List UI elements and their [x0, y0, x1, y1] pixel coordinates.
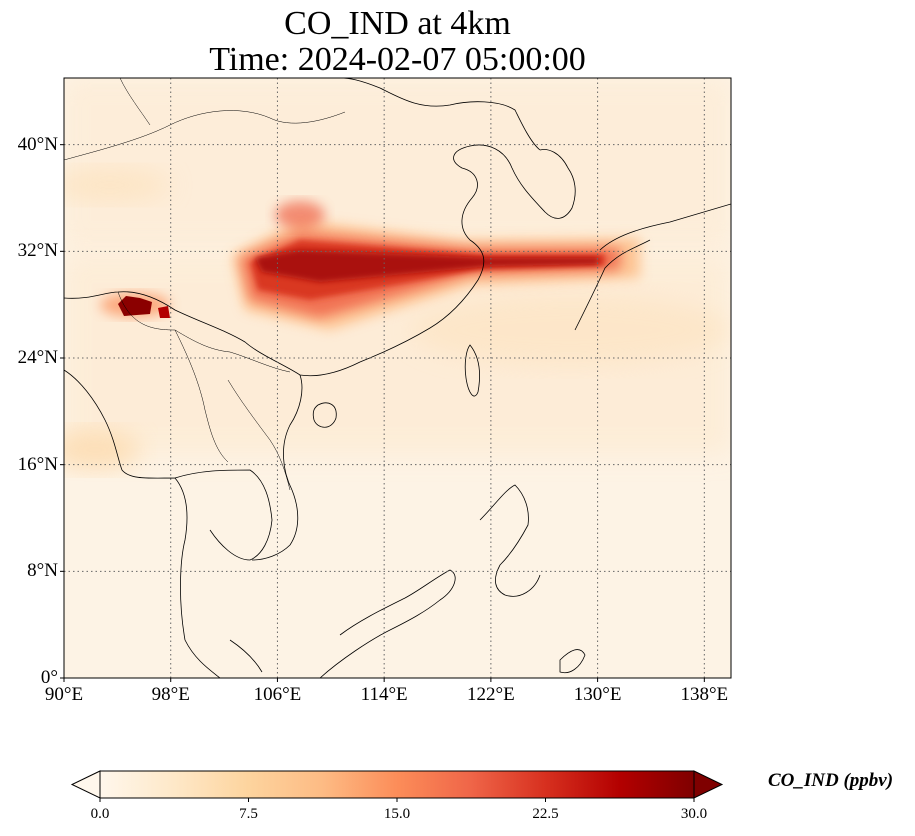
x-tick-label: 138°E: [680, 684, 729, 705]
x-tick-label: 130°E: [573, 684, 622, 705]
colorbar-label: CO_IND (ppbv): [768, 770, 894, 791]
colorbar: [70, 770, 724, 802]
y-tick-label: 32°N: [17, 240, 58, 262]
x-tick-label: 114°E: [360, 684, 408, 705]
y-tick-label: 40°N: [17, 133, 58, 155]
axis-tick-marks: [60, 144, 705, 682]
x-tick-label: 106°E: [253, 684, 302, 705]
x-tick-label: 90°E: [44, 684, 84, 705]
y-tick-label: 24°N: [17, 347, 58, 368]
x-tick-label: 98°E: [151, 684, 190, 705]
colorbar-gradient: [100, 771, 694, 798]
map-title: CO_IND at 4km: [284, 5, 511, 42]
map-subtitle-time: Time: 2024-02-07 05:00:00: [209, 41, 586, 78]
colorbar-tick-label: 0.0: [90, 806, 110, 822]
x-tick-label: 122°E: [467, 684, 515, 705]
y-tick-label: 8°N: [27, 560, 58, 582]
colorbar-extend-max: [693, 770, 724, 799]
colorbar-tick-label: 30.0: [680, 806, 708, 822]
y-tick-label: 0°: [40, 667, 58, 688]
colorbar-tick-label: 7.5: [239, 806, 258, 822]
co-concentration-field: [64, 78, 731, 678]
map-frame: [63, 77, 732, 679]
colorbar-tick-label: 15.0: [383, 806, 411, 822]
colorbar-tick-label: 22.5: [532, 806, 559, 822]
country-borders: [64, 78, 346, 491]
colorbar-extend-min: [70, 770, 101, 799]
y-tick-label: 16°N: [17, 453, 58, 475]
